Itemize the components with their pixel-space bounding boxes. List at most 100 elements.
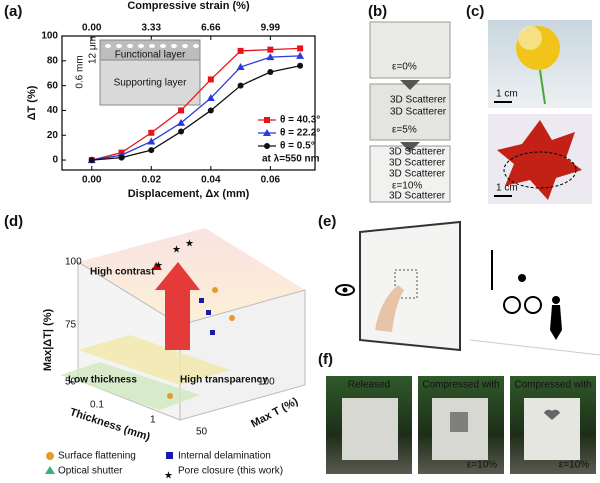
x2-axis-label: Compressive strain (%) xyxy=(127,0,250,12)
y-axis-label: ΔT (%) xyxy=(26,85,38,120)
point xyxy=(206,310,211,315)
y-tick-label: 80 xyxy=(47,55,59,66)
tick-label: 0.1 xyxy=(90,400,104,411)
panel-label: (c) xyxy=(466,3,484,20)
photo-text: 3D Scatterer xyxy=(390,95,447,106)
marker xyxy=(118,154,125,161)
region xyxy=(78,335,230,385)
caption: Released xyxy=(348,380,390,391)
inset-label: 12 μm xyxy=(88,36,99,64)
pore xyxy=(160,44,166,48)
sample xyxy=(342,398,398,460)
inset-label: Functional layer xyxy=(115,50,186,61)
legend-marker: ★ xyxy=(164,471,173,482)
heart xyxy=(544,409,560,420)
photo-text: 3D Scatterer xyxy=(389,191,446,202)
plot-frame xyxy=(61,35,316,171)
marker xyxy=(88,157,95,164)
star: ★ xyxy=(185,239,194,250)
x-tick-label: 0.04 xyxy=(201,175,221,186)
marker xyxy=(177,118,186,126)
panel-label: (b) xyxy=(368,3,387,20)
x2-tick-label: 3.33 xyxy=(142,23,162,34)
point xyxy=(210,330,215,335)
panel-b: 3D Scatterer 3D Scatterer 3D Scatterer 3… xyxy=(369,21,451,203)
arrow xyxy=(400,80,420,90)
y-tick-label: 20 xyxy=(47,130,59,141)
legend-marker xyxy=(45,466,55,474)
region-label: Low thickness xyxy=(68,375,137,386)
caption: ε=10% xyxy=(559,460,589,471)
photo-text: 3D Scatterer xyxy=(389,158,446,169)
ground xyxy=(469,339,600,356)
marker xyxy=(206,94,215,102)
bike xyxy=(503,296,521,314)
window xyxy=(394,269,418,299)
pore xyxy=(138,44,144,48)
caption: ε=10% xyxy=(467,460,497,471)
walker xyxy=(550,305,562,340)
walker xyxy=(552,296,560,304)
arrow xyxy=(400,142,420,152)
x2-tick-label: 6.66 xyxy=(201,23,221,34)
marker xyxy=(147,137,156,145)
x-tick-label: 0.00 xyxy=(82,175,102,186)
y-tick-label: 0 xyxy=(52,155,58,166)
panel-d: ★ ★ ★ High contrast High transparency Lo… xyxy=(42,228,306,482)
legend-marker xyxy=(46,452,54,460)
eye xyxy=(342,287,348,293)
y-tick-label: 100 xyxy=(41,31,58,42)
marker xyxy=(178,107,185,114)
star: ★ xyxy=(154,261,163,272)
legend-label: Internal delamination xyxy=(178,451,271,462)
marker xyxy=(207,76,214,83)
strain-label: ε=0% xyxy=(392,62,417,73)
scale-label: 1 cm xyxy=(496,183,518,194)
star xyxy=(152,262,162,270)
legend-label: θ = 0.5° xyxy=(280,141,315,152)
flower xyxy=(518,26,542,50)
panel-label: (e) xyxy=(318,213,336,230)
star: ★ xyxy=(172,245,181,256)
marker xyxy=(264,117,270,123)
pore xyxy=(116,44,122,48)
pore xyxy=(182,44,188,48)
marker xyxy=(207,107,214,114)
legend-label: Optical shutter xyxy=(58,466,123,477)
photo xyxy=(369,21,451,79)
marker xyxy=(178,128,185,135)
marker xyxy=(264,143,270,149)
legend-label: Surface flattening xyxy=(58,451,136,462)
marker xyxy=(237,47,244,54)
sheet xyxy=(359,220,461,352)
y-tick-label: 60 xyxy=(47,80,59,91)
caption: Compressed with xyxy=(422,380,499,391)
inset-label: 0.6 mm xyxy=(75,55,86,88)
annotation: at λ=550 nm xyxy=(262,154,320,165)
panel-label: (a) xyxy=(4,3,22,20)
panel-label: (d) xyxy=(4,213,23,230)
axis-label: Max T (%) xyxy=(249,395,300,430)
marker xyxy=(267,68,274,75)
point xyxy=(167,393,173,399)
x2-tick-label: 9.99 xyxy=(261,23,281,34)
panel-f: Released Compressed with Compressed with… xyxy=(326,376,596,474)
strain-label: ε=10% xyxy=(392,181,422,192)
photo-text: 3D Scatterer xyxy=(390,107,447,118)
point xyxy=(212,287,218,293)
inset-support xyxy=(99,59,201,106)
marker xyxy=(263,129,271,136)
tick-label: 50 xyxy=(196,427,208,438)
region-label: High transparency xyxy=(180,375,268,386)
pore xyxy=(127,44,133,48)
marker xyxy=(266,53,275,61)
marker xyxy=(267,46,274,53)
tick-label: 100 xyxy=(258,377,275,388)
marker xyxy=(148,129,155,136)
point xyxy=(199,298,204,303)
scale-label: 1 cm xyxy=(496,89,518,100)
caption: Compressed with xyxy=(514,380,591,391)
panel-e xyxy=(335,220,600,356)
x-axis-label: Displacement, Δx (mm) xyxy=(128,188,250,200)
tick-label: 75 xyxy=(65,320,77,331)
